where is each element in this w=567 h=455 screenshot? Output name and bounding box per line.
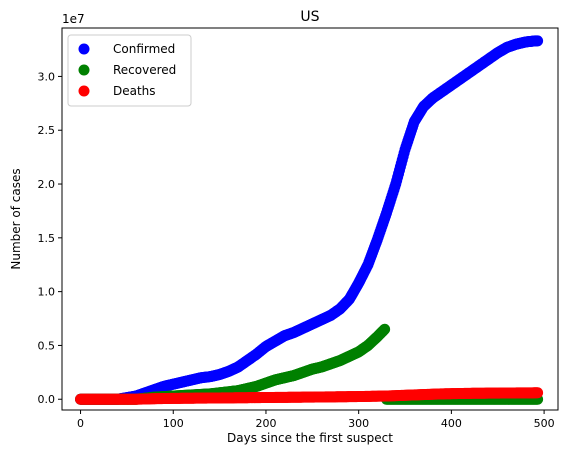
y-axis-label: Number of cases bbox=[9, 168, 23, 269]
x-tick-label: 500 bbox=[534, 417, 555, 430]
chart-marks bbox=[75, 35, 544, 405]
legend-label: Deaths bbox=[113, 84, 156, 98]
y-tick-label: 0.0 bbox=[38, 393, 56, 406]
legend-item-confirmed: Confirmed bbox=[78, 42, 175, 56]
legend-label: Recovered bbox=[113, 63, 176, 77]
legend-marker bbox=[78, 85, 90, 97]
x-tick-label: 0 bbox=[77, 417, 84, 430]
y-tick-label: 3.0 bbox=[38, 70, 56, 83]
x-tick-label: 100 bbox=[163, 417, 184, 430]
point bbox=[379, 323, 391, 335]
y-tick-label: 1.0 bbox=[38, 286, 56, 299]
legend-marker bbox=[78, 64, 90, 76]
y-axis-offset-label: 1e7 bbox=[62, 12, 85, 26]
legend-label: Confirmed bbox=[113, 42, 175, 56]
y-tick-label: 2.5 bbox=[38, 124, 56, 137]
legend-marker bbox=[78, 43, 90, 55]
point bbox=[532, 387, 544, 399]
x-axis: 0 100 200 300 400 500 bbox=[77, 410, 555, 430]
legend-box bbox=[67, 34, 192, 107]
y-tick-label: 0.5 bbox=[38, 339, 56, 352]
legend-item-recovered: Recovered bbox=[78, 63, 176, 77]
plot-frame bbox=[61, 27, 559, 411]
y-tick-label: 2.0 bbox=[38, 178, 56, 191]
series-deaths bbox=[75, 387, 544, 405]
x-tick-label: 200 bbox=[255, 417, 276, 430]
x-axis-label: Days since the first suspect bbox=[227, 431, 393, 445]
y-tick-label: 1.5 bbox=[38, 232, 56, 245]
legend-item-deaths: Deaths bbox=[78, 84, 156, 98]
chart-title: US bbox=[300, 9, 319, 25]
x-tick-label: 300 bbox=[348, 417, 369, 430]
legend: Confirmed Recovered Deaths bbox=[67, 34, 192, 107]
point bbox=[532, 35, 544, 47]
x-tick-label: 400 bbox=[441, 417, 462, 430]
y-axis: 0.0 0.5 1.0 1.5 2.0 2.5 3.0 bbox=[38, 70, 62, 406]
